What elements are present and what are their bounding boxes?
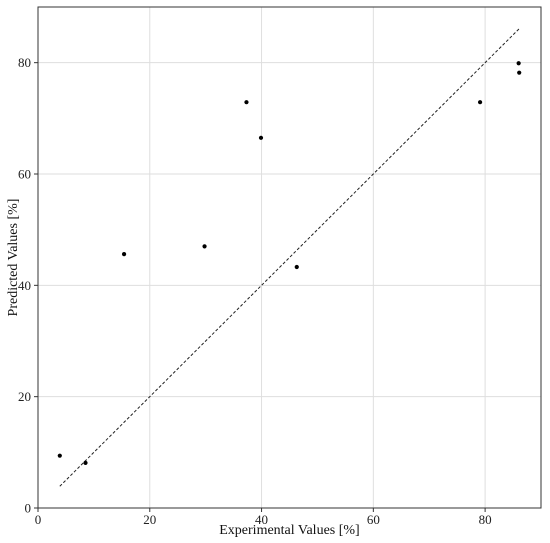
data-point: [294, 264, 299, 270]
data-point: [258, 135, 264, 140]
y-tick-label: 0: [25, 501, 32, 516]
x-tick-label: 80: [479, 512, 492, 527]
y-axis-label: Predicted Values [%]: [6, 199, 21, 317]
x-axis-label: Experimental Values [%]: [219, 523, 359, 538]
y-tick-label: 40: [18, 278, 31, 293]
data-point: [121, 252, 127, 257]
plot-frame: [37, 6, 542, 509]
y-tick-label: 20: [18, 389, 31, 404]
data-point: [517, 70, 522, 75]
x-tick-label: 60: [367, 512, 380, 527]
x-ticks: 0 20 40 60 80: [35, 508, 492, 527]
x-tick-label: 0: [35, 512, 42, 527]
y-tick-label: 80: [18, 55, 31, 70]
x-tick-label: 40: [255, 512, 268, 527]
grid: [38, 7, 541, 508]
data-point: [57, 453, 62, 458]
reference-line: [59, 28, 520, 487]
x-tick-label: 20: [143, 512, 156, 527]
data-point: [202, 244, 207, 249]
points: [57, 61, 522, 466]
data-point: [244, 100, 249, 105]
y-ticks: 0 20 40 60 80: [18, 55, 38, 516]
data-point: [83, 460, 88, 466]
data-point: [477, 100, 483, 105]
data-point: [516, 61, 521, 66]
y-tick-label: 60: [18, 167, 31, 182]
reference-line-group: [59, 28, 520, 487]
